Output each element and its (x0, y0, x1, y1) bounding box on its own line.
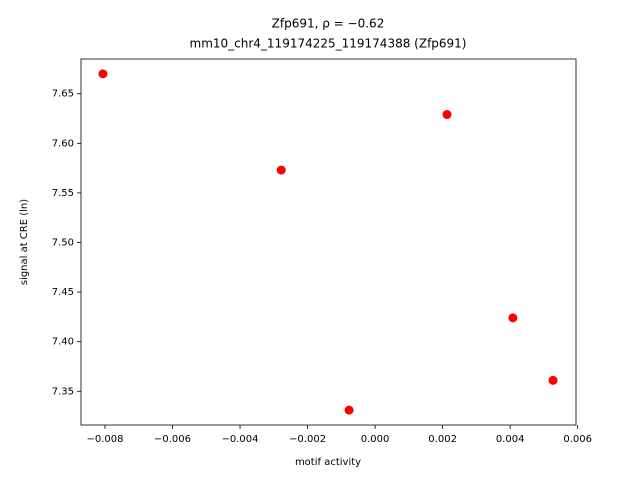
point (276, 165, 286, 175)
x-tick-label: −0.002 (289, 434, 326, 445)
y-tick-label: 7.50 (52, 237, 74, 248)
x-tick-label: −0.006 (154, 434, 191, 445)
x-axis-label: motif activity (295, 457, 361, 468)
y-tick-label: 7.60 (52, 138, 74, 149)
y-tick-label: 7.45 (52, 287, 74, 298)
y-tick-label: 7.65 (52, 89, 74, 100)
x-tick-label: −0.004 (222, 434, 259, 445)
x-tick-label: −0.008 (86, 434, 123, 445)
point (508, 313, 518, 323)
x-tick-label: 0.004 (496, 434, 525, 445)
y-tick-label: 7.55 (52, 188, 74, 199)
x-tick-label: 0.000 (361, 434, 390, 445)
point (98, 69, 108, 79)
y-tick-label: 7.40 (52, 337, 74, 348)
chart-title: Zfp691, ρ = −0.62 (272, 17, 385, 31)
point (442, 110, 452, 120)
chart-subtitle: mm10_chr4_119174225_119174388 (Zfp691) (190, 37, 467, 51)
y-tick-label: 7.35 (52, 386, 74, 397)
x-tick-label: 0.006 (563, 434, 592, 445)
point (344, 405, 354, 415)
point (548, 375, 558, 385)
plot-frame (80, 58, 577, 426)
y-axis-label: signal at CRE (ln) (19, 199, 30, 285)
x-tick-label: 0.002 (428, 434, 457, 445)
